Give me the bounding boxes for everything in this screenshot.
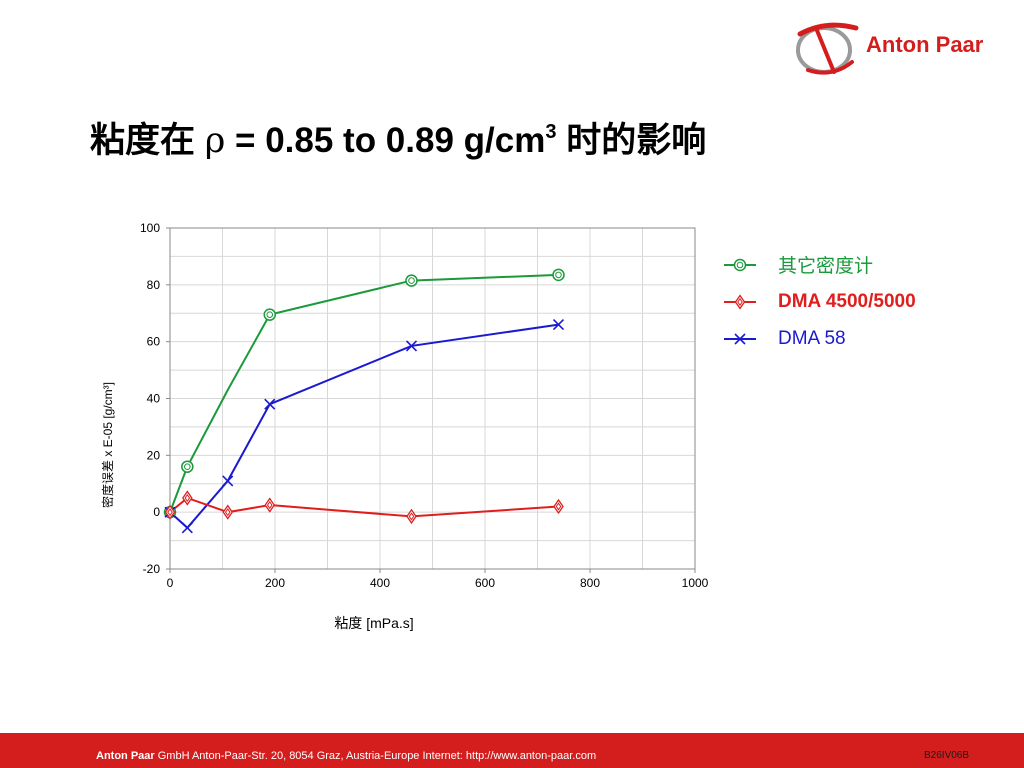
marker-outer-ring (552, 268, 565, 282)
marker-inner-diamond (555, 502, 562, 511)
marker-inner-diamond (408, 512, 415, 521)
marker-cross (734, 332, 746, 345)
marker-inner-ring (408, 277, 415, 284)
y-tick-label: 100 (140, 221, 160, 235)
footer-address: GmbH Anton-Paar-Str. 20, 8054 Graz, Aust… (154, 750, 597, 762)
y-tick-label: 80 (147, 278, 161, 292)
anton-paar-logo: Anton Paar (786, 14, 1016, 80)
marker-cross (222, 475, 234, 487)
y-tick-label: 0 (153, 505, 160, 519)
y-tick-label: 40 (147, 392, 161, 406)
x-axis-label: 粘度 [mPa.s] (334, 615, 413, 631)
footer-code: B26IV06B (924, 750, 970, 761)
data-point-circle (733, 258, 747, 271)
slide-title: 粘度在 ρ = 0.85 to 0.89 g/cm3 时的影响 (90, 112, 706, 163)
series-line (169, 273, 559, 513)
marker-inner-diamond (266, 500, 273, 510)
legend-item: DMA 4500/5000 (722, 283, 916, 320)
marker-cross (264, 398, 276, 410)
marker-inner-ring (736, 261, 744, 268)
marker-cross (181, 522, 193, 534)
marker-inner-diamond (737, 297, 743, 306)
data-point-diamond (164, 504, 176, 520)
marker-outer-ring (733, 258, 747, 271)
data-point-circle (181, 460, 194, 473)
footer-brand: Anton Paar (96, 750, 155, 762)
data-point-x (552, 319, 565, 331)
marker-outer-diamond (164, 504, 176, 520)
legend-label: DMA 58 (778, 327, 846, 349)
legend-swatch (724, 332, 756, 345)
title-suffix: 时的影响 (556, 121, 707, 160)
marker-inner-diamond (224, 508, 231, 517)
y-tick-label: 20 (147, 448, 161, 462)
legend-label: 其它密度计 (778, 256, 874, 277)
data-point-diamond (734, 293, 746, 310)
data-point-circle (552, 268, 565, 282)
legend-swatch (724, 293, 756, 310)
legend-item: DMA 58 (722, 320, 916, 357)
title-prefix: 粘度在 (90, 121, 205, 160)
x-tick-label: 0 (167, 576, 174, 590)
marker-outer-diamond (406, 508, 417, 525)
marker-outer-diamond (734, 293, 746, 310)
marker-outer-diamond (553, 498, 564, 515)
data-point-circle (405, 274, 418, 287)
data-point-x (734, 332, 746, 345)
footer-bar: Anton Paar GmbH Anton-Paar-Str. 20, 8054… (0, 733, 1024, 768)
data-point-diamond (406, 508, 417, 525)
data-point-diamond (264, 497, 276, 513)
x-tick-label: 200 (265, 576, 285, 590)
title-superscript: 3 (545, 121, 557, 143)
marker-inner-ring (555, 271, 562, 279)
marker-outer-diamond (222, 504, 234, 520)
marker-cross (552, 319, 565, 331)
marker-inner-ring (184, 463, 191, 471)
marker-outer-ring (263, 308, 276, 321)
x-tick-label: 400 (370, 576, 390, 590)
legend-swatch (724, 258, 756, 271)
data-point-x (264, 398, 276, 410)
data-point-diamond (222, 504, 234, 520)
marker-cross (405, 340, 418, 352)
x-tick-label: 800 (580, 576, 600, 590)
marker-outer-ring (181, 460, 194, 473)
y-tick-label: 60 (147, 335, 161, 349)
legend-label: DMA 4500/5000 (778, 290, 916, 312)
marker-outer-diamond (182, 490, 193, 506)
data-point-x (222, 475, 234, 487)
title-main: = 0.85 to 0.89 g/cm (225, 121, 546, 160)
x-tick-label: 1000 (682, 576, 709, 590)
legend-item: 其它密度计 (722, 246, 916, 283)
data-point-x (405, 340, 418, 352)
y-axis-label: 密度误差 x E-05 [g/cm³] (100, 382, 115, 508)
series-line (169, 323, 559, 530)
data-point-x (181, 522, 193, 534)
marker-outer-diamond (264, 497, 276, 513)
data-point-diamond (553, 498, 564, 515)
title-rho-symbol: ρ (204, 121, 226, 161)
y-tick-label: -20 (143, 562, 161, 576)
data-point-circle (263, 308, 276, 321)
marker-inner-diamond (167, 508, 173, 517)
x-tick-label: 600 (475, 576, 495, 590)
footer-text: Anton Paar GmbH Anton-Paar-Str. 20, 8054… (96, 750, 596, 762)
data-point-diamond (182, 490, 193, 506)
marker-inner-diamond (184, 493, 191, 503)
marker-outer-ring (405, 274, 418, 287)
chart-legend: 其它密度计 DMA 4500/5000 DMA 58 (722, 246, 916, 357)
anton-paar-emblem-icon (796, 22, 859, 75)
marker-inner-ring (266, 311, 274, 318)
logo-brand-text: Anton Paar (866, 32, 984, 57)
